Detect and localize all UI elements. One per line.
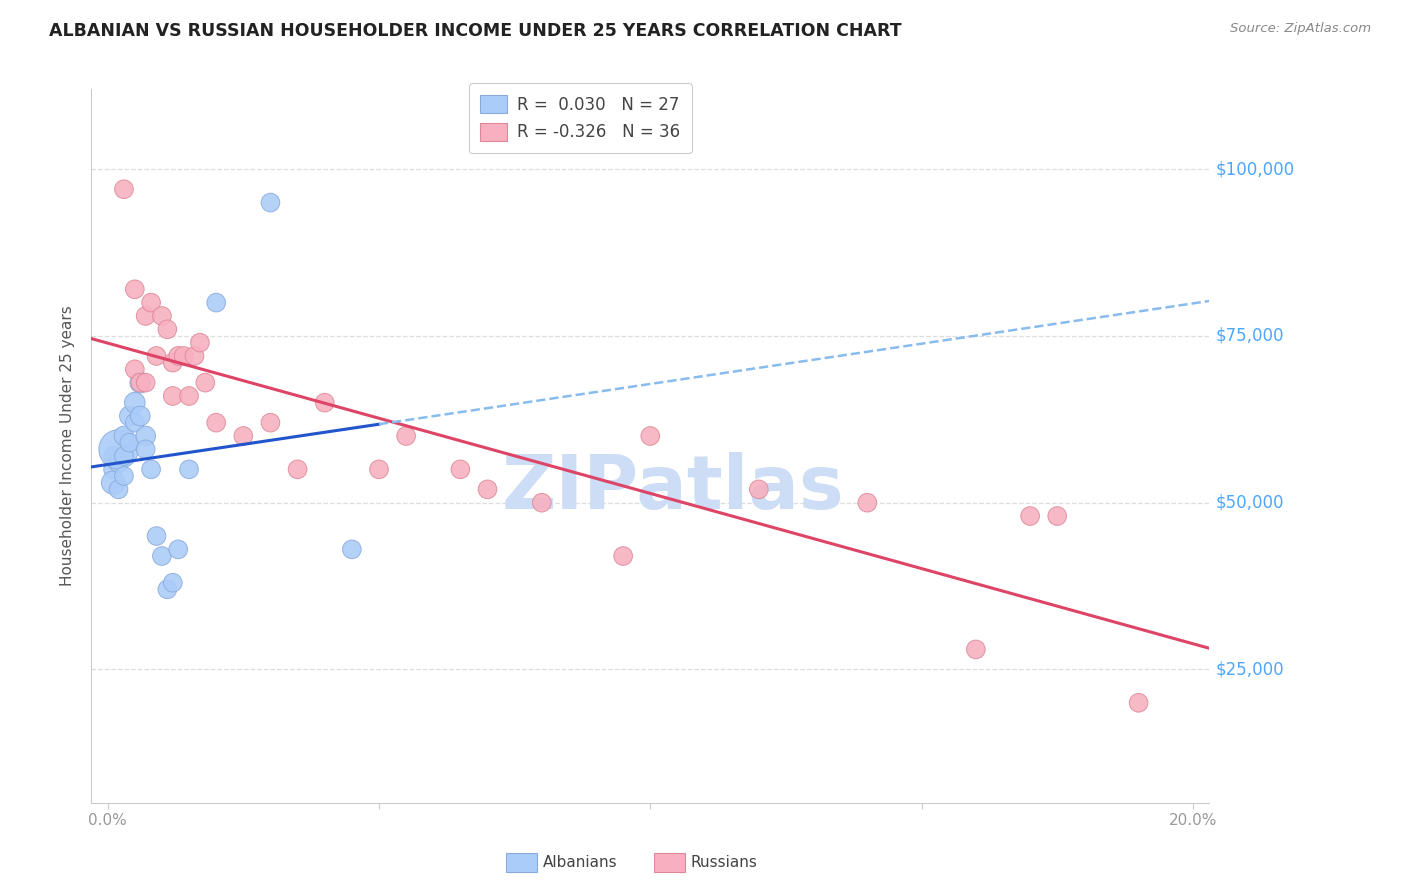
Point — [112, 182, 135, 196]
Point — [368, 462, 391, 476]
Point — [173, 349, 195, 363]
Point — [129, 376, 152, 390]
Point — [107, 442, 129, 457]
Point — [530, 496, 553, 510]
Point — [135, 442, 157, 457]
Point — [139, 295, 162, 310]
Point — [101, 449, 124, 463]
Point — [167, 542, 190, 557]
Point — [162, 356, 184, 370]
Point — [135, 429, 157, 443]
Point — [112, 469, 135, 483]
Text: Source: ZipAtlas.com: Source: ZipAtlas.com — [1230, 22, 1371, 36]
Point — [156, 582, 179, 597]
Point — [183, 349, 205, 363]
Point — [259, 195, 281, 210]
Point — [139, 462, 162, 476]
Point — [177, 462, 200, 476]
Point — [177, 389, 200, 403]
Point — [748, 483, 770, 497]
Text: $100,000: $100,000 — [1216, 161, 1295, 178]
Text: $75,000: $75,000 — [1216, 327, 1285, 345]
Point — [118, 435, 141, 450]
Point — [162, 389, 184, 403]
Point — [135, 376, 157, 390]
Point — [162, 575, 184, 590]
Point — [477, 483, 499, 497]
Text: Russians: Russians — [690, 855, 758, 870]
Point — [129, 376, 152, 390]
Text: ALBANIAN VS RUSSIAN HOUSEHOLDER INCOME UNDER 25 YEARS CORRELATION CHART: ALBANIAN VS RUSSIAN HOUSEHOLDER INCOME U… — [49, 22, 901, 40]
Point — [340, 542, 363, 557]
Point — [205, 416, 228, 430]
Point — [118, 409, 141, 423]
Point — [107, 483, 129, 497]
Point — [124, 282, 146, 296]
Point — [112, 449, 135, 463]
Point — [124, 416, 146, 430]
Point — [314, 395, 336, 409]
Point — [112, 429, 135, 443]
Point — [135, 309, 157, 323]
Point — [188, 335, 211, 350]
Point — [156, 322, 179, 336]
Text: $50,000: $50,000 — [1216, 493, 1285, 512]
Point — [124, 362, 146, 376]
Point — [145, 529, 167, 543]
Point — [124, 395, 146, 409]
Point — [638, 429, 662, 443]
Point — [145, 349, 167, 363]
Point — [101, 462, 124, 476]
Legend: R =  0.030   N = 27, R = -0.326   N = 36: R = 0.030 N = 27, R = -0.326 N = 36 — [468, 83, 692, 153]
Point — [150, 309, 173, 323]
Point — [259, 416, 281, 430]
Point — [107, 456, 129, 470]
Point — [1128, 696, 1150, 710]
Point — [232, 429, 254, 443]
Text: $25,000: $25,000 — [1216, 660, 1285, 679]
Point — [287, 462, 309, 476]
Point — [395, 429, 418, 443]
Point — [1046, 509, 1069, 524]
Text: ZIPatlas: ZIPatlas — [502, 452, 844, 525]
Point — [167, 349, 190, 363]
Point — [449, 462, 471, 476]
Text: Albanians: Albanians — [543, 855, 617, 870]
Point — [612, 549, 634, 563]
Point — [194, 376, 217, 390]
Point — [150, 549, 173, 563]
Point — [205, 295, 228, 310]
Point — [1019, 509, 1042, 524]
Point — [129, 409, 152, 423]
Point — [101, 475, 124, 490]
Point — [965, 642, 987, 657]
Y-axis label: Householder Income Under 25 years: Householder Income Under 25 years — [60, 306, 76, 586]
Point — [856, 496, 879, 510]
